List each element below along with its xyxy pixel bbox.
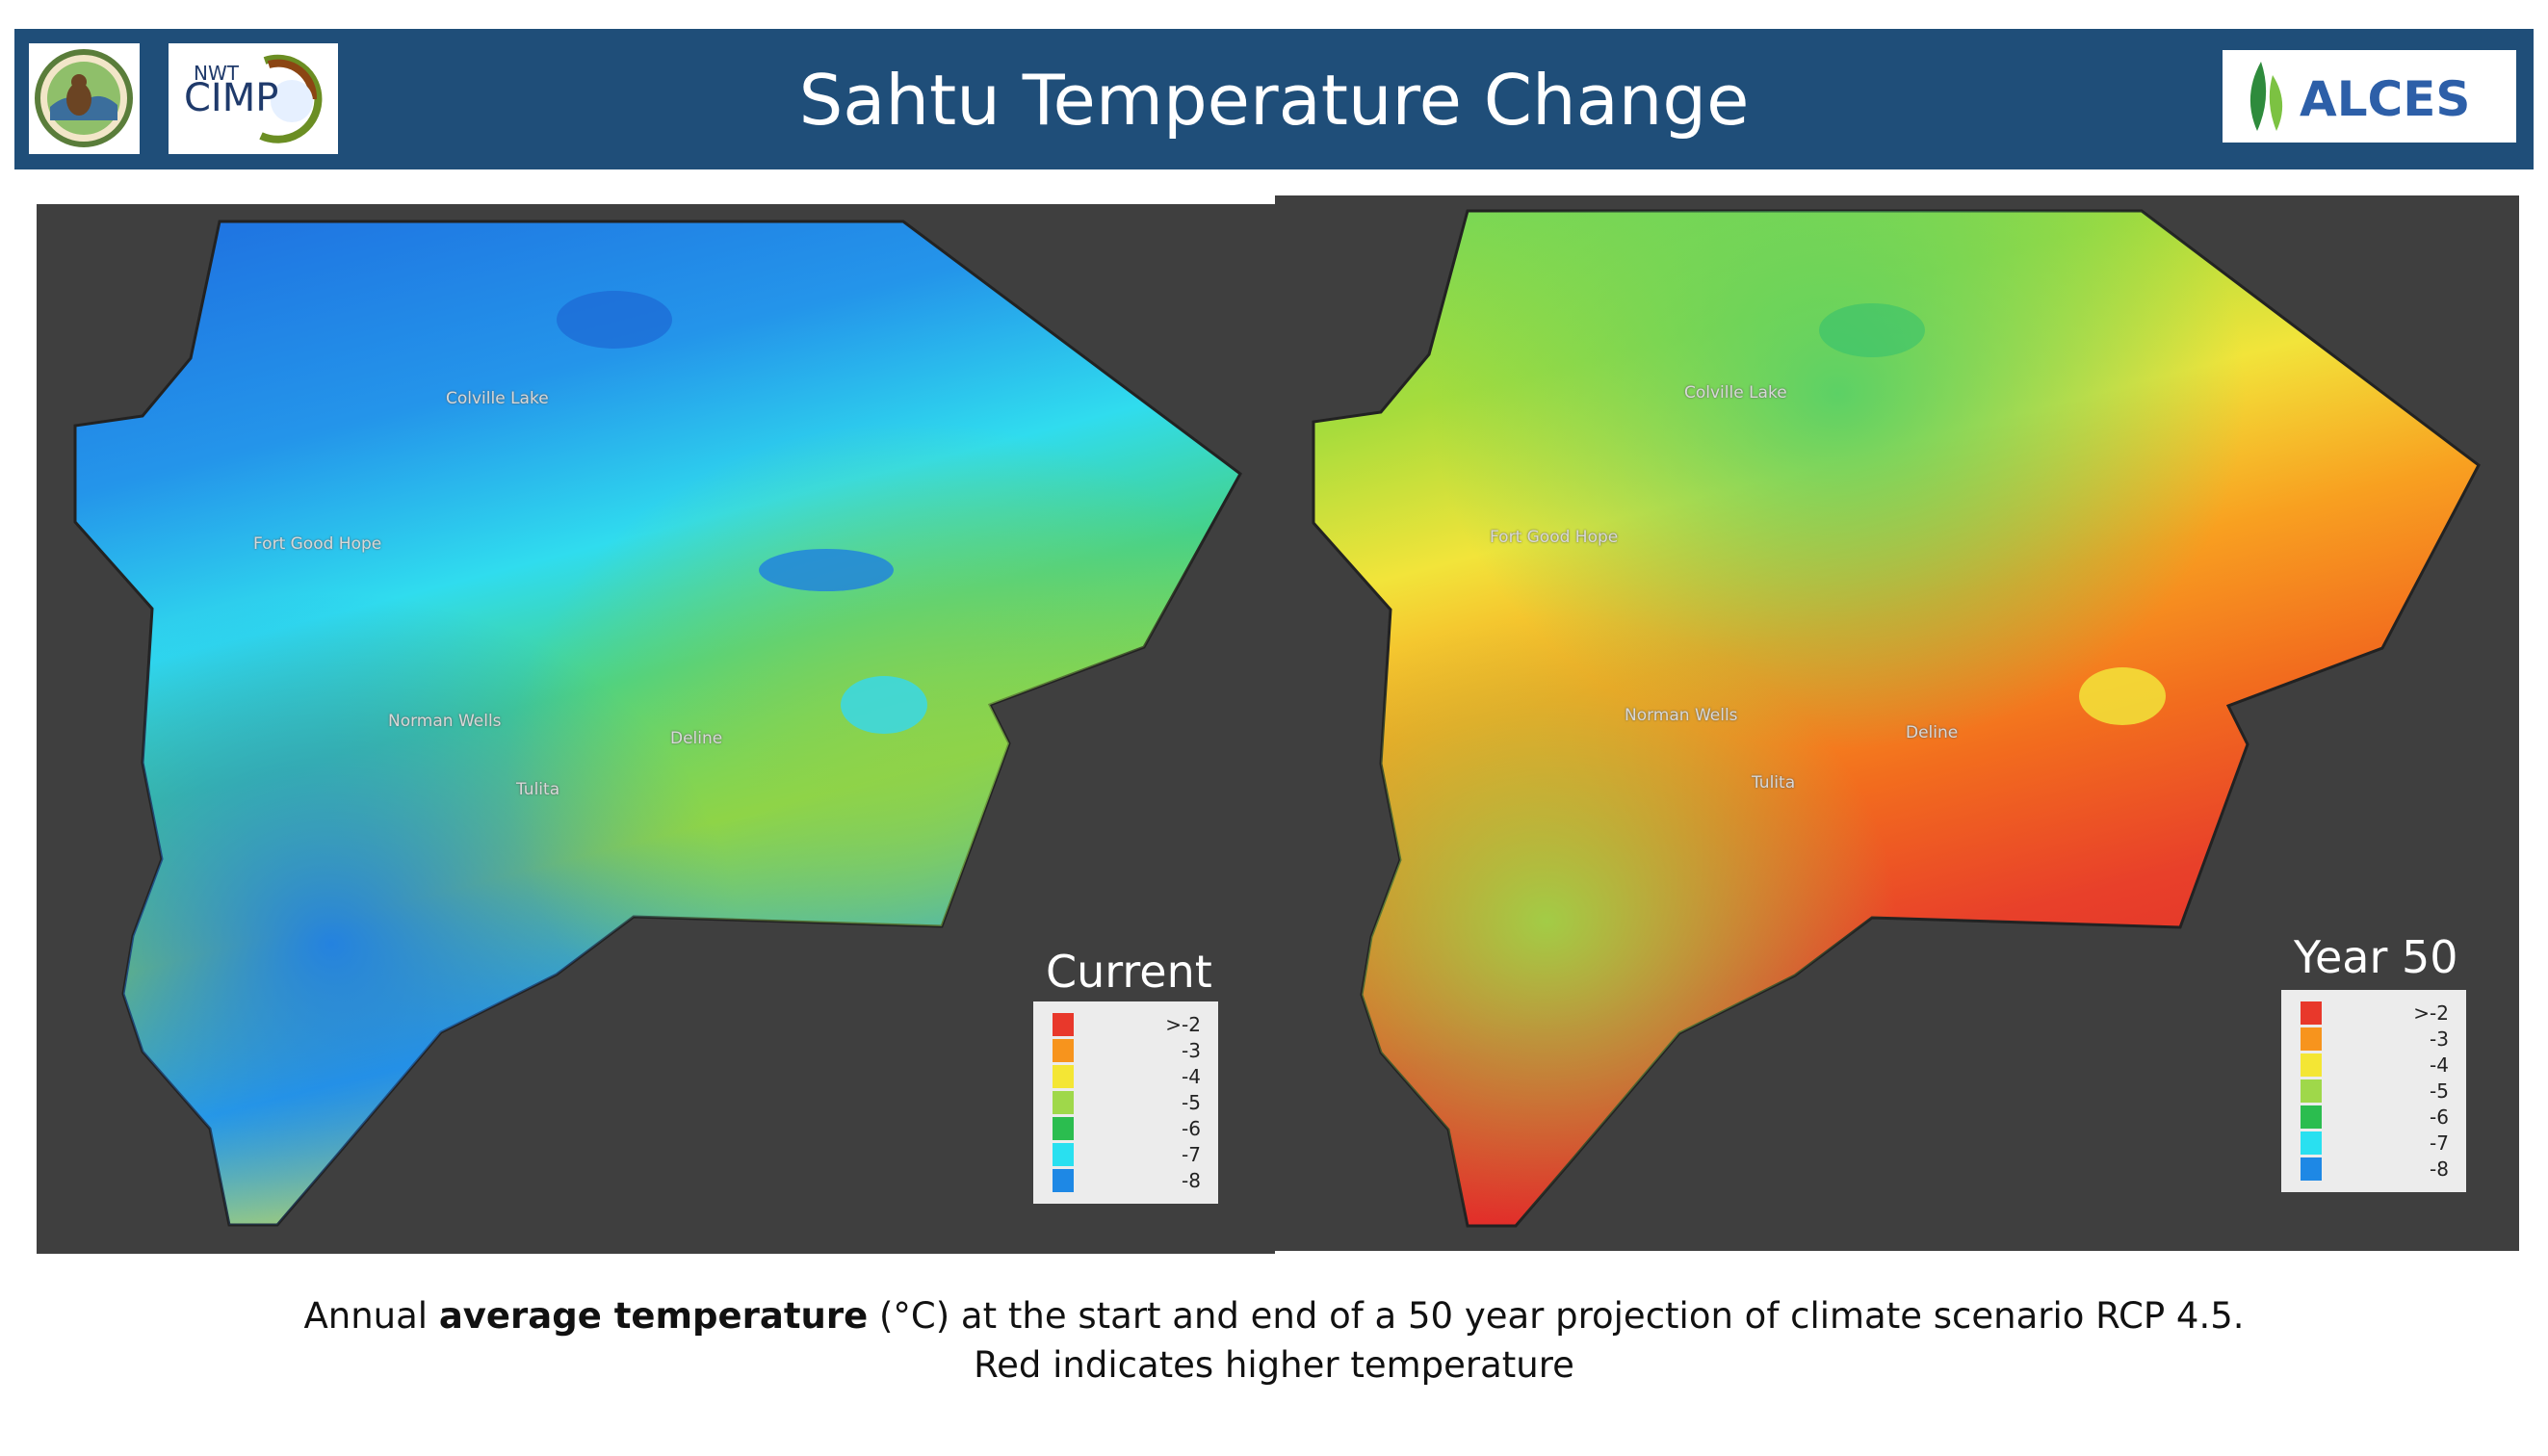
place-label-fort-good-hope: Fort Good Hope — [1490, 528, 1619, 547]
place-label-norman-wells: Norman Wells — [388, 712, 502, 731]
legend-item: -3 — [1045, 1037, 1207, 1063]
legend-item: -5 — [2293, 1078, 2455, 1104]
legend-item: -8 — [1045, 1167, 1207, 1193]
temperature-legend: >-2 -3 -4 -5 -6 -7 -8 — [2281, 990, 2466, 1192]
legend-value: -7 — [2430, 1131, 2449, 1155]
legend-value: -7 — [1182, 1143, 1201, 1166]
current-temperature-map: Colville Lake Fort Good Hope Norman Well… — [37, 204, 1275, 1254]
caption-line-1-pre: Annual — [303, 1295, 439, 1337]
legend-swatch — [2301, 1027, 2322, 1051]
legend-swatch — [2301, 1105, 2322, 1129]
legend-item: -8 — [2293, 1156, 2455, 1182]
alces-text: ALCES — [2300, 71, 2470, 127]
caption-line-1-bold: average temperature — [438, 1295, 869, 1337]
legend-item: >-2 — [1045, 1011, 1207, 1037]
place-label-norman-wells: Norman Wells — [1625, 706, 1738, 725]
place-label-colville-lake: Colville Lake — [446, 389, 549, 408]
legend-swatch — [1053, 1143, 1074, 1166]
legend-swatch — [1053, 1039, 1074, 1062]
map-period-label: Year 50 — [2294, 931, 2458, 983]
legend-item: -3 — [2293, 1026, 2455, 1052]
legend-swatch — [2301, 1157, 2322, 1181]
alces-logo: ALCES — [2223, 50, 2516, 143]
legend-swatch — [2301, 1079, 2322, 1103]
place-label-tulita: Tulita — [516, 780, 560, 799]
legend-item: -4 — [2293, 1052, 2455, 1078]
legend-item: -6 — [2293, 1104, 2455, 1130]
cimp-small-text: NWT — [194, 62, 240, 85]
legend-value: -3 — [1182, 1039, 1201, 1062]
legend-item: -7 — [1045, 1141, 1207, 1167]
legend-swatch — [1053, 1169, 1074, 1192]
legend-swatch — [1053, 1117, 1074, 1140]
cimp-logo: NWT CIMP — [169, 43, 338, 154]
legend-swatch — [2301, 1001, 2322, 1025]
legend-swatch — [1053, 1091, 1074, 1114]
legend-value: -4 — [1182, 1065, 1201, 1088]
place-label-tulita: Tulita — [1752, 773, 1796, 793]
legend-swatch — [2301, 1053, 2322, 1077]
legend-value: -8 — [2430, 1157, 2449, 1181]
legend-item: -6 — [1045, 1115, 1207, 1141]
legend-value: -5 — [1182, 1091, 1201, 1114]
caption-line-1: Annual average temperature (°C) at the s… — [0, 1295, 2548, 1337]
legend-value: -5 — [2430, 1079, 2449, 1103]
legend-value: -6 — [1182, 1117, 1201, 1140]
header-banner: NWT CIMP Sahtu Temperature Change ALCES — [14, 29, 2534, 169]
legend-value: -3 — [2430, 1027, 2449, 1051]
legend-item: -7 — [2293, 1130, 2455, 1156]
year-50-temperature-map: Colville Lake Fort Good Hope Norman Well… — [1275, 195, 2519, 1251]
place-label-deline: Deline — [670, 729, 723, 748]
legend-swatch — [2301, 1131, 2322, 1155]
legend-value: -8 — [1182, 1169, 1201, 1192]
legend-value: >-2 — [2413, 1001, 2449, 1025]
place-label-deline: Deline — [1906, 723, 1959, 742]
legend-item: >-2 — [2293, 1000, 2455, 1026]
temperature-legend: >-2 -3 -4 -5 -6 -7 -8 — [1033, 1001, 1218, 1204]
caption-line-1-post: (°C) at the start and end of a 50 year p… — [868, 1295, 2245, 1337]
place-label-fort-good-hope: Fort Good Hope — [253, 534, 382, 554]
legend-item: -4 — [1045, 1063, 1207, 1089]
caption-line-2: Red indicates higher temperature — [974, 1344, 1574, 1386]
legend-swatch — [1053, 1013, 1074, 1036]
cimp-large-text: CIMP — [184, 76, 278, 120]
map-period-label: Current — [1046, 946, 1212, 998]
place-label-colville-lake: Colville Lake — [1684, 383, 1787, 403]
legend-value: -4 — [2430, 1053, 2449, 1077]
page-title: Sahtu Temperature Change — [798, 60, 1750, 141]
legend-item: -5 — [1045, 1089, 1207, 1115]
legend-swatch — [1053, 1065, 1074, 1088]
legend-value: -6 — [2430, 1105, 2449, 1129]
legend-value: >-2 — [1165, 1013, 1201, 1036]
sahtu-logo — [29, 43, 140, 154]
